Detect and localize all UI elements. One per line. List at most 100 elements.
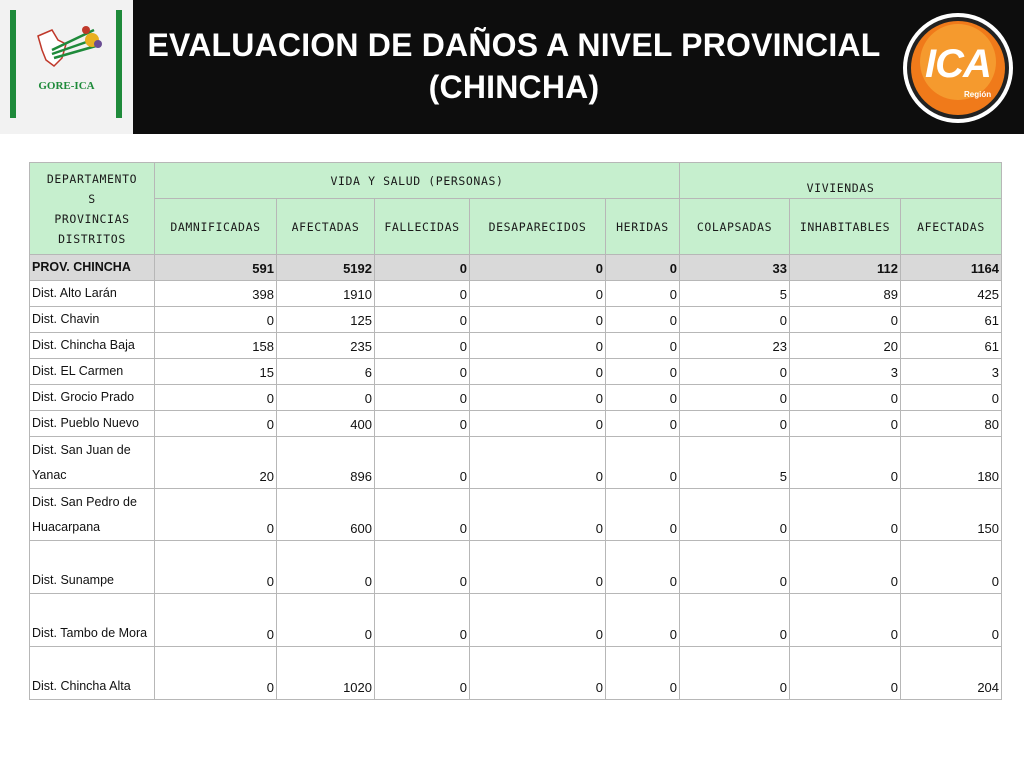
cell-value: 89 (789, 280, 901, 307)
cell-value: 61 (899, 306, 1003, 333)
cell-value: 0 (374, 280, 470, 307)
cell-value: 591 (154, 254, 277, 281)
cell-value: 0 (469, 358, 606, 385)
row-location-line: Dist. San Juan de (32, 443, 131, 457)
cell-value: 3 (789, 358, 901, 385)
cell-value: 0 (469, 646, 606, 700)
row-location: Dist. Chincha Alta (29, 646, 155, 700)
cell-value: 0 (605, 593, 680, 647)
cell-value: 0 (154, 306, 277, 333)
cell-value: 0 (789, 436, 901, 489)
header-desaparecidos: DESAPARECIDOS (469, 198, 606, 255)
header-inhabitables: INHABITABLES (789, 198, 901, 255)
cell-value: 0 (789, 306, 901, 333)
cell-value: 0 (789, 384, 901, 411)
row-location: Dist. Sunampe (29, 540, 155, 594)
cell-value: 0 (605, 488, 680, 541)
cell-value: 0 (374, 646, 470, 700)
cell-value: 600 (276, 488, 375, 541)
cell-value: 0 (469, 488, 606, 541)
cell-value: 0 (605, 306, 680, 333)
cell-value: 0 (374, 410, 470, 437)
header-damnificadas: DAMNIFICADAS (154, 198, 277, 255)
cell-value: 23 (679, 332, 790, 359)
table-body: PROV. CHINCHA 591 5192 0 0 0 33 112 1164 Dist. Al… (29, 254, 1003, 700)
row-location-line (32, 596, 152, 621)
cell-value: 0 (789, 540, 901, 594)
header-group-vida: VIDA Y SALUD (PERSONAS) (154, 162, 680, 199)
cell-value: 3 (899, 358, 1003, 385)
cell-value: 400 (276, 410, 375, 437)
cell-value: 0 (374, 384, 470, 411)
cell-value: 0 (605, 540, 680, 594)
row-location: Dist. San Juan de Yanac (29, 436, 155, 489)
header-location: DEPARTAMENTO S PROVINCIAS DISTRITOS (29, 162, 155, 255)
cell-value: 0 (679, 488, 790, 541)
cell-value: 6 (276, 358, 375, 385)
logo-label: GORE-ICA (38, 80, 95, 92)
cell-value: 0 (605, 358, 680, 385)
cell-value: 180 (899, 436, 1003, 489)
cell-value: 0 (154, 384, 277, 411)
row-location-line: Dist. Chincha Alta (32, 679, 131, 693)
cell-value: 0 (374, 332, 470, 359)
row-location-line: Dist. Pueblo Nuevo (32, 416, 140, 430)
row-location-line: Dist. Grocio Prado (32, 390, 135, 404)
table-row: Dist. EL Carmen 15 6 0 0 0 0 3 3 (29, 358, 1003, 385)
cell-value: 0 (605, 436, 680, 489)
title-line-1: EVALUACION DE DAÑOS A NIVEL PROVINCIAL (147, 27, 881, 63)
header-group-viviendas: VIVIENDAS (678, 162, 1003, 199)
row-location: Dist. Tambo de Mora (29, 593, 155, 647)
row-location-line: Yanac (32, 468, 67, 482)
cell-value: 158 (154, 332, 277, 359)
cell-value: 5192 (276, 254, 375, 281)
cell-value: 15 (154, 358, 277, 385)
ica-logo-subtext: Región (964, 90, 992, 99)
cell-value: 20 (154, 436, 277, 489)
table-row: Dist. Pueblo Nuevo 0 400 0 0 0 0 0 80 (29, 410, 1003, 437)
cell-value: 0 (679, 646, 790, 700)
cell-value: 0 (605, 332, 680, 359)
table-row: Dist. Sunampe 0 0 0 0 0 0 0 0 (29, 540, 1003, 594)
row-location-line: Dist. Sunampe (32, 573, 114, 587)
row-location-line: Dist. Chincha Baja (32, 338, 135, 352)
cell-value: 0 (374, 254, 470, 281)
cell-value: 0 (374, 436, 470, 489)
title-line-2: (CHINCHA) (428, 69, 600, 105)
row-location: Dist. Grocio Prado (29, 384, 155, 411)
cell-value: 204 (899, 646, 1003, 700)
cell-value: 235 (276, 332, 375, 359)
ica-region-logo: ICA Región (900, 12, 1016, 124)
logo-frame (10, 10, 122, 118)
cell-value: 125 (276, 306, 375, 333)
table-row: Dist. Grocio Prado 0 0 0 0 0 0 0 0 (29, 384, 1003, 411)
cell-value: 0 (899, 593, 1003, 647)
cell-value: 0 (469, 410, 606, 437)
row-location: Dist. Alto Larán (29, 280, 155, 307)
cell-value: 5 (679, 436, 790, 489)
cell-value: 1020 (276, 646, 375, 700)
cell-value: 0 (374, 593, 470, 647)
row-location-line: Dist. Alto Larán (32, 286, 117, 300)
cell-value: 0 (469, 384, 606, 411)
cell-value: 0 (374, 540, 470, 594)
row-location-line: Dist. Tambo de Mora (32, 626, 148, 640)
cell-value: 0 (469, 332, 606, 359)
table-row: Dist. Chincha Baja 158 235 0 0 0 23 20 61 (29, 332, 1003, 359)
header-colapsadas: COLAPSADAS (679, 198, 790, 255)
cell-value: 0 (679, 306, 790, 333)
cell-value: 0 (469, 280, 606, 307)
cell-value: 0 (276, 540, 375, 594)
cell-value: 0 (789, 593, 901, 647)
cell-value: 896 (276, 436, 375, 489)
row-location-line: Huacarpana (32, 520, 101, 534)
gore-ica-logo: GORE-ICA (0, 0, 133, 134)
header-location-line: S (88, 191, 96, 206)
cell-value: 0 (374, 306, 470, 333)
table-row: Dist. San Juan de Yanac 20 896 0 0 0 5 0 180 (29, 436, 1003, 489)
damage-table: DEPARTAMENTO S PROVINCIAS DISTRITOS VIDA… (29, 162, 1003, 700)
cell-value: 0 (605, 384, 680, 411)
title-bar: GORE-ICA EVALUACION DE DAÑOS A NIVEL PRO… (0, 0, 1024, 134)
cell-value: 0 (374, 488, 470, 541)
cell-value: 0 (679, 358, 790, 385)
